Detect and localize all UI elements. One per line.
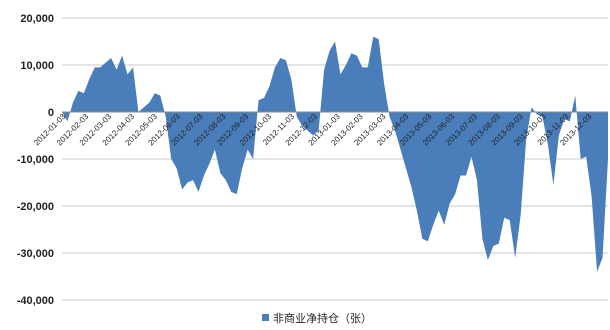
- area-series: [62, 36, 608, 272]
- y-tick-label: 10,000: [20, 60, 54, 72]
- legend-label: 非商业净持仓（张）: [273, 311, 372, 325]
- legend: 非商业净持仓（张）: [262, 311, 372, 325]
- y-tick-label: 20,000: [20, 13, 54, 25]
- y-tick-label: -10,000: [17, 154, 54, 166]
- y-tick-label: 0: [48, 107, 54, 119]
- y-tick-label: -30,000: [17, 248, 54, 260]
- legend-swatch: [262, 314, 269, 321]
- series-area-net-position: [62, 36, 608, 272]
- y-tick-label: -20,000: [17, 201, 54, 213]
- y-tick-label: -40,000: [17, 295, 54, 307]
- y-axis: 20,000 10,000 0 -10,000 -20,000 -30,000 -40,00…: [17, 13, 54, 307]
